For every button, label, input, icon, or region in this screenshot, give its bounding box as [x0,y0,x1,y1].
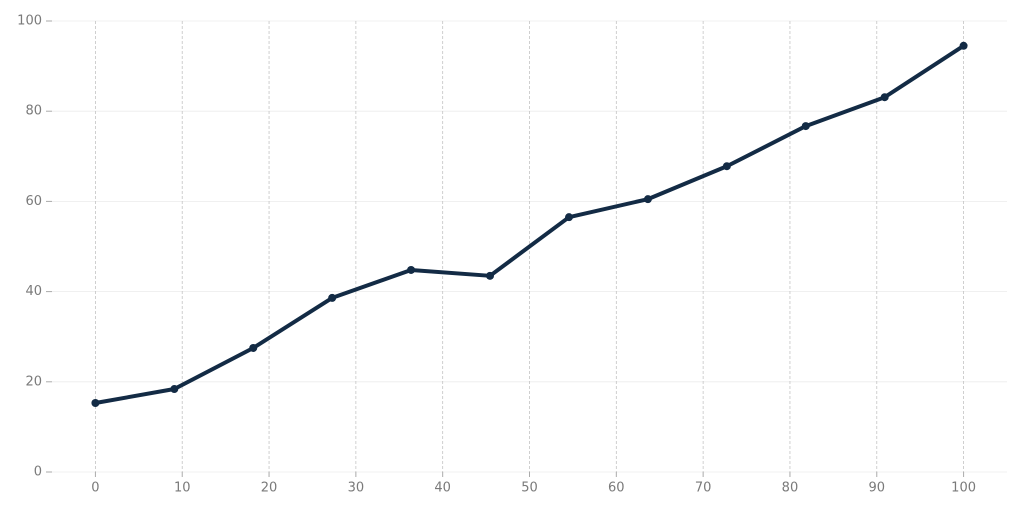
y-tick-label: 40 [25,284,42,299]
x-tick-label: 100 [951,481,976,496]
y-tick-label: 0 [34,465,42,480]
point [722,162,731,171]
point [959,41,968,50]
x-tick-label: 80 [782,481,799,496]
y-tick-label: 80 [25,104,42,119]
point [91,398,100,407]
line [95,44,965,405]
point [249,343,258,352]
x-tick-label: 90 [868,481,885,496]
x-tick-label: 70 [695,481,712,496]
point [801,122,810,131]
point [565,213,574,222]
x-tick-label: 50 [521,481,538,496]
x-tick-label: 30 [348,481,365,496]
x-tick-label: 20 [261,481,278,496]
y-tick-label: 20 [25,374,42,389]
y-tick-label: 100 [17,14,42,29]
point [643,195,652,204]
x-tick-label: 40 [434,481,451,496]
x-tick-label: 0 [91,481,99,496]
point [328,293,337,302]
point [170,385,179,394]
x-tick-label: 10 [174,481,191,496]
x-tick-label: 60 [608,481,625,496]
point [407,265,416,274]
point [485,271,494,280]
y-tick-label: 60 [25,194,42,209]
point [880,93,889,102]
